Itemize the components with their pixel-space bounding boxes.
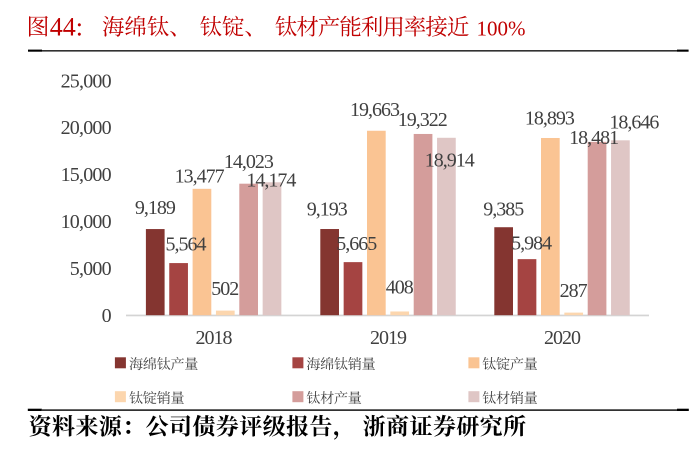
svg-text:44:: 44: (50, 13, 83, 42)
svg-text:19,663: 19,663 (350, 99, 400, 121)
svg-text:287: 287 (560, 280, 588, 302)
svg-text:18,646: 18,646 (609, 111, 659, 133)
svg-text:5,000: 5,000 (70, 258, 112, 280)
svg-text:2019: 2019 (370, 327, 407, 349)
svg-text:2020: 2020 (544, 327, 581, 349)
svg-text:9,193: 9,193 (307, 198, 348, 220)
svg-text:10,000: 10,000 (61, 211, 112, 233)
svg-text:9,385: 9,385 (483, 198, 524, 220)
svg-text:18,481: 18,481 (569, 127, 618, 149)
svg-text:14,023: 14,023 (224, 151, 274, 173)
svg-text:2018: 2018 (196, 327, 233, 349)
svg-text:5,665: 5,665 (336, 233, 377, 255)
svg-text:502: 502 (211, 278, 238, 300)
svg-text:20,000: 20,000 (61, 117, 112, 139)
svg-text:9,189: 9,189 (135, 197, 176, 219)
svg-text:14,174: 14,174 (246, 170, 296, 192)
svg-text:19,322: 19,322 (398, 109, 447, 131)
svg-text:18,914: 18,914 (425, 149, 475, 171)
svg-text:18,893: 18,893 (525, 108, 575, 130)
svg-text:25,000: 25,000 (61, 70, 112, 92)
svg-text:0: 0 (102, 305, 112, 327)
svg-text:408: 408 (386, 277, 414, 299)
svg-text:15,000: 15,000 (61, 164, 112, 186)
svg-text:13,477: 13,477 (175, 166, 225, 188)
svg-text:100%: 100% (477, 17, 526, 41)
svg-text:5,564: 5,564 (166, 234, 207, 256)
svg-text:5,984: 5,984 (511, 233, 552, 255)
